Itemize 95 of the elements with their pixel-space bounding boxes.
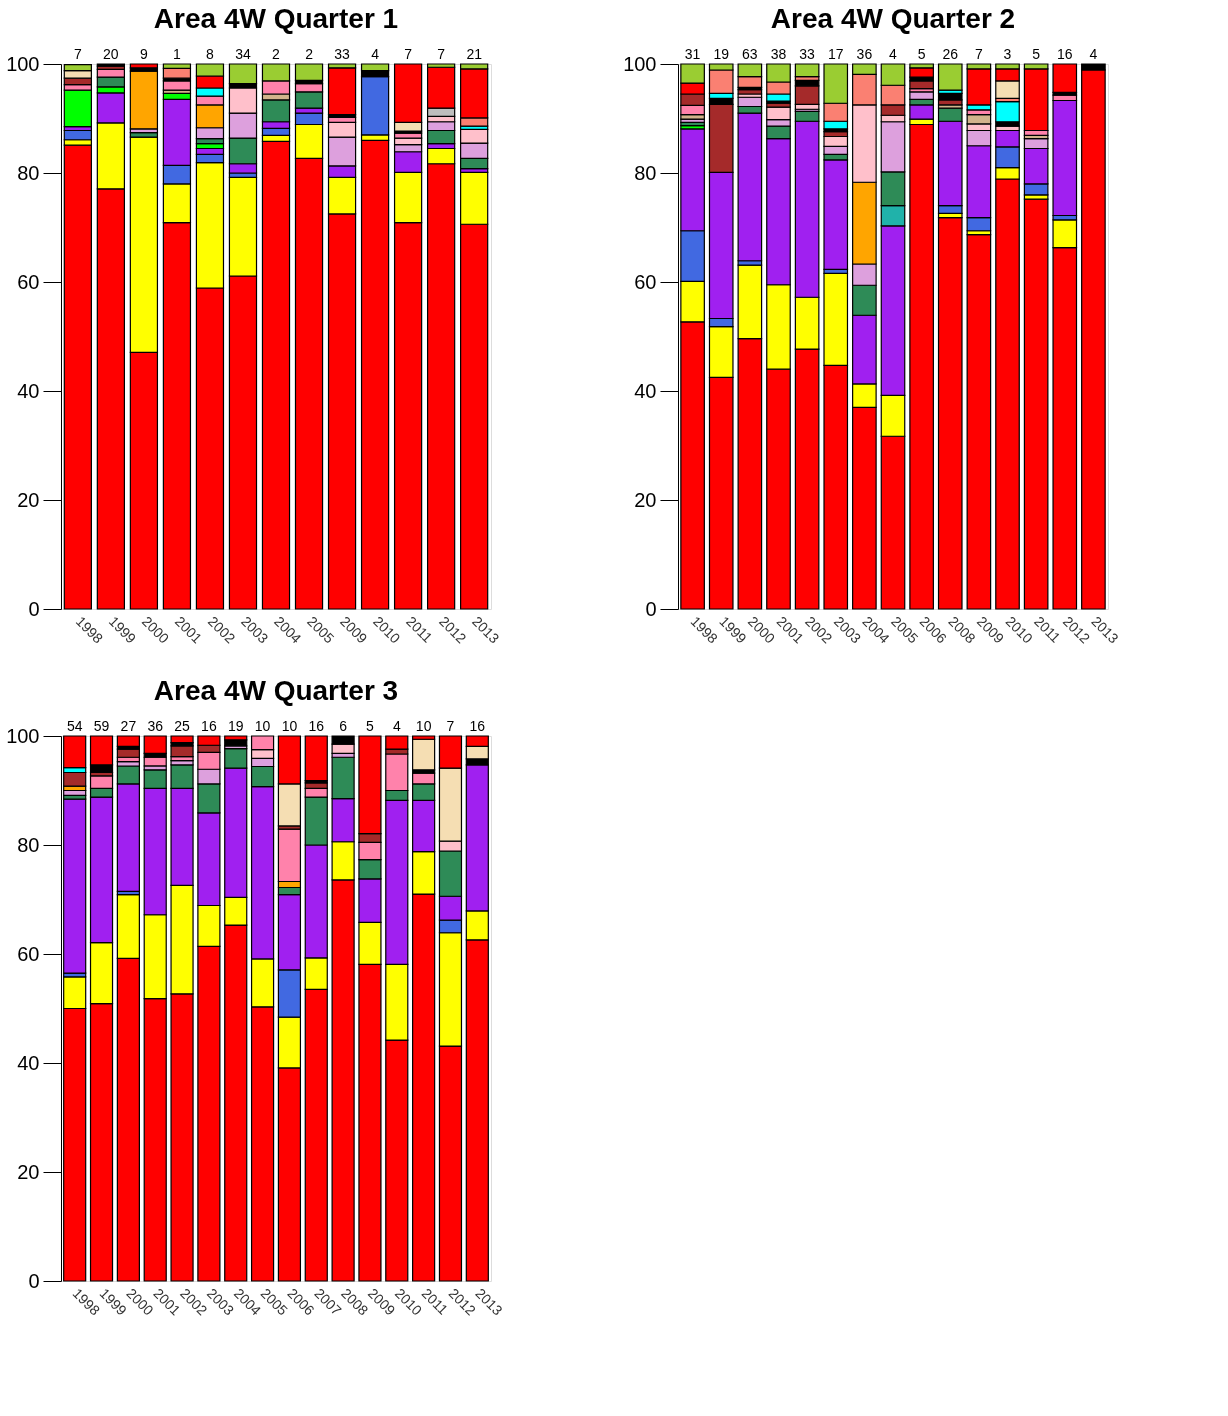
annotation: 19: [713, 46, 730, 62]
annotation: 16: [201, 718, 217, 734]
bar: [1023, 198, 1049, 610]
annotation: 7: [446, 718, 455, 734]
annotation: 63: [742, 46, 758, 62]
bar: [63, 144, 92, 610]
annotation: 20: [103, 46, 119, 62]
y-tick-label: 60: [634, 270, 657, 293]
bar: [129, 70, 159, 130]
annotation: 2: [272, 46, 281, 62]
bar: [116, 735, 140, 747]
annotation: 7: [437, 46, 446, 62]
y-tick-label: 40: [17, 1051, 40, 1074]
y-tick-label: 0: [28, 597, 40, 620]
annotation: 4: [1089, 46, 1098, 62]
annotation: 27: [120, 718, 137, 734]
bar: [909, 123, 934, 610]
bar: [794, 63, 820, 78]
bar: [96, 63, 126, 67]
annotation: 2: [305, 46, 314, 62]
annotation: 10: [415, 718, 432, 734]
bar: [143, 735, 167, 755]
annotation: 36: [147, 718, 164, 734]
bar: [823, 159, 849, 271]
annotation: 5: [1032, 46, 1041, 62]
annotation: 4: [371, 46, 380, 62]
annotation: 5: [366, 718, 375, 734]
annotation: 17: [827, 46, 844, 62]
y-tick-label: 40: [17, 379, 40, 402]
annotation: 1: [173, 46, 182, 62]
annotation: 33: [799, 46, 816, 62]
annotation: 7: [73, 46, 82, 62]
y-tick-label: 20: [17, 1160, 40, 1183]
annotation: 16: [308, 718, 325, 734]
annotation: 4: [392, 718, 401, 734]
annotation: 19: [227, 718, 244, 734]
annotation: 10: [281, 718, 298, 734]
bar: [327, 67, 357, 116]
y-tick-label: 0: [645, 597, 657, 620]
y-tick-label: 80: [634, 161, 657, 184]
annotation: 34: [235, 46, 251, 62]
annotation: 36: [856, 46, 873, 62]
chart-title: Area 4W Quarter 1: [153, 3, 399, 34]
annotation: 16: [469, 718, 486, 734]
annotation: 7: [404, 46, 413, 62]
bar: [162, 67, 192, 79]
bar: [129, 63, 159, 69]
y-tick-label: 0: [28, 1269, 40, 1292]
y-tick-label: 100: [6, 724, 40, 747]
bar: [228, 63, 258, 85]
annotation: 33: [334, 46, 351, 62]
bar: [995, 101, 1020, 123]
y-tick-label: 40: [634, 379, 657, 402]
chart-title: Area 4W Quarter 3: [153, 675, 399, 706]
y-tick-label: 100: [623, 52, 657, 75]
annotation: 4: [889, 46, 898, 62]
annotation: 26: [942, 46, 959, 62]
bar: [261, 140, 291, 610]
y-tick-label: 60: [17, 942, 40, 965]
bar: [412, 738, 436, 771]
bar: [1052, 63, 1078, 93]
y-tick-label: 60: [17, 270, 40, 293]
annotation: 31: [684, 46, 701, 62]
bar: [966, 233, 992, 610]
bar: [294, 63, 324, 81]
bar: [63, 89, 92, 128]
bar: [937, 63, 963, 91]
annotation: 25: [174, 718, 191, 734]
annotation: 59: [93, 718, 110, 734]
bar: [360, 139, 390, 610]
bar: [170, 735, 194, 744]
chart-title: Area 4W Quarter 2: [770, 3, 1016, 34]
bar: [1052, 99, 1078, 217]
bar: [737, 89, 763, 95]
y-tick-label: 80: [17, 833, 40, 856]
annotation: 54: [66, 718, 83, 734]
y-tick-label: 100: [6, 52, 40, 75]
y-tick-label: 20: [634, 488, 657, 511]
annotation: 6: [339, 718, 348, 734]
annotation: 21: [466, 46, 483, 62]
bar: [937, 217, 963, 610]
annotation: 16: [1056, 46, 1073, 62]
bar: [143, 756, 167, 767]
annotation: 38: [770, 46, 787, 62]
annotation: 7: [974, 46, 983, 62]
annotation: 8: [206, 46, 215, 62]
annotation: 3: [1003, 46, 1012, 62]
y-tick-label: 20: [17, 488, 40, 511]
bar: [170, 745, 194, 758]
annotation: 10: [254, 718, 271, 734]
annotation: 9: [140, 46, 148, 62]
annotation: 5: [917, 46, 926, 62]
bar: [909, 67, 934, 78]
bar: [304, 735, 328, 782]
y-tick-label: 80: [17, 161, 40, 184]
